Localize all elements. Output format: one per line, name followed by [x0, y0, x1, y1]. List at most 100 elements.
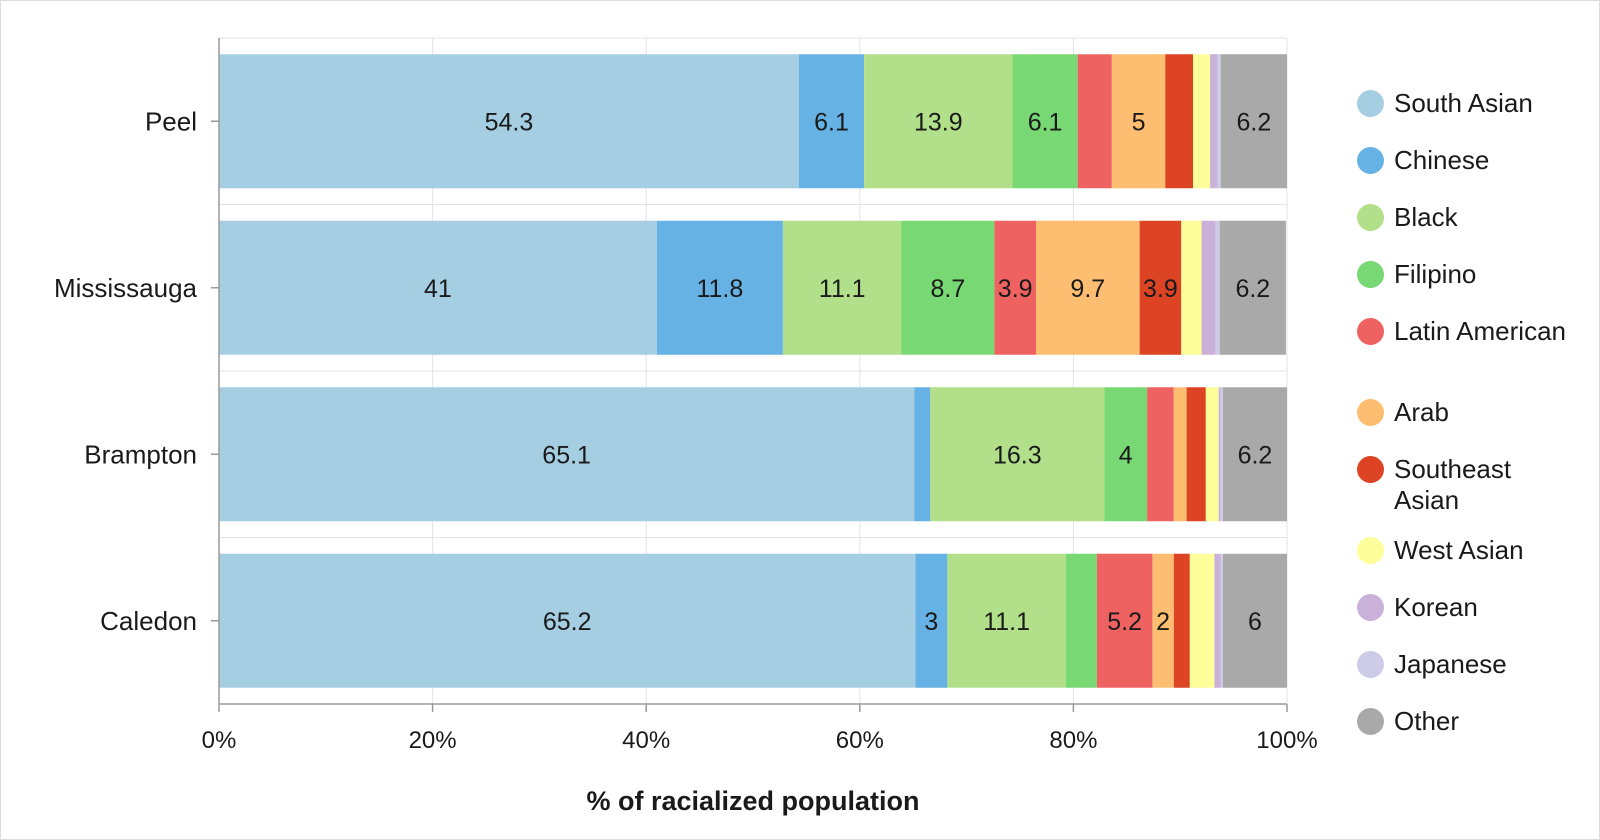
bar-segment	[1205, 387, 1219, 522]
bar-segment	[1201, 220, 1216, 355]
bar-segment	[219, 220, 657, 355]
bar-segment	[1036, 220, 1140, 355]
bar-segment	[1096, 553, 1153, 688]
bar-segment	[1111, 54, 1166, 189]
data-label: 11.1	[983, 608, 1030, 636]
legend-label: Latin American	[1394, 316, 1566, 346]
bar-segment	[1189, 553, 1215, 688]
legend-label: Filipino	[1394, 259, 1477, 289]
data-label: 16.3	[993, 441, 1042, 469]
legend-item: Filipino	[1357, 259, 1587, 316]
data-label: 9.7	[1070, 275, 1105, 303]
data-label: 6.1	[814, 108, 849, 136]
bar-segment	[947, 553, 1066, 688]
data-label: 6.2	[1237, 108, 1272, 136]
category-label: Brampton	[84, 439, 197, 469]
legend-swatch	[1357, 456, 1384, 483]
bar-segment	[1210, 54, 1218, 189]
data-label: 5	[1132, 108, 1146, 136]
data-label: 65.1	[542, 441, 591, 469]
legend-swatch	[1357, 147, 1384, 174]
data-label: 4	[1119, 441, 1133, 469]
data-label: 6.2	[1235, 275, 1270, 303]
legend-label: Japanese	[1394, 649, 1507, 679]
x-tick-label: 60%	[836, 727, 884, 754]
bar-segment	[1215, 220, 1220, 355]
legend-swatch	[1357, 651, 1384, 678]
bar-segment	[656, 220, 783, 355]
legend-swatch	[1357, 399, 1384, 426]
legend-label: Southeast Asian	[1394, 454, 1512, 515]
legend-swatch	[1357, 708, 1384, 735]
x-tick-label: 20%	[409, 727, 457, 754]
category-label: Peel	[145, 106, 197, 136]
legend-item: Korean	[1357, 592, 1587, 649]
bar-segment	[1065, 553, 1097, 688]
bar-segment	[1173, 553, 1190, 688]
bar-segment	[219, 387, 915, 522]
data-label: 5.2	[1107, 608, 1142, 636]
category-label: Caledon	[100, 606, 197, 636]
axis-layer: 0% 20% 40% 60% 80% 100% Peel Mississauga Brampto…	[54, 38, 1318, 754]
bar-segment	[915, 553, 948, 688]
data-label: 6.1	[1028, 108, 1063, 136]
category-label: Mississauga	[54, 273, 198, 303]
legend-label: Other	[1394, 706, 1460, 736]
bar-segment	[1193, 54, 1211, 189]
legend-swatch	[1357, 594, 1384, 621]
legend-item: Japanese	[1357, 649, 1587, 706]
data-label: 65.2	[543, 608, 592, 636]
bar-segment	[219, 553, 916, 688]
bar-segment	[1220, 387, 1223, 522]
legend: South Asian Chinese Black Filipino Latin Ame…	[1357, 88, 1587, 763]
bar-segment	[994, 220, 1037, 355]
legend-swatch	[1357, 90, 1384, 117]
data-label: 13.9	[914, 108, 963, 136]
legend-swatch	[1357, 537, 1384, 564]
legend-label: Korean	[1394, 592, 1478, 622]
legend-item: Latin American	[1357, 316, 1587, 397]
data-label: 11.1	[819, 275, 866, 303]
bar-segment	[1165, 54, 1194, 189]
bar-segment	[782, 220, 902, 355]
x-tick-label: 0%	[202, 727, 237, 754]
legend-item: Arab	[1357, 397, 1587, 454]
data-label: 2	[1156, 608, 1170, 636]
bar-segment	[1214, 553, 1221, 688]
bar-segment	[219, 54, 799, 189]
legend-item: West Asian	[1357, 535, 1587, 592]
legend-swatch	[1357, 204, 1384, 231]
bar-segment	[930, 387, 1105, 522]
bar-segment	[798, 54, 865, 189]
data-label: 6	[1248, 608, 1262, 636]
data-label: 3.9	[1143, 275, 1178, 303]
bar-segment	[1139, 220, 1182, 355]
data-label: 3	[924, 608, 938, 636]
bar-segment	[901, 220, 995, 355]
bar-segment	[1147, 387, 1174, 522]
legend-item: Chinese	[1357, 145, 1587, 202]
bar-segment	[1218, 387, 1221, 522]
legend-item: Other	[1357, 706, 1587, 763]
data-label: 3.9	[998, 275, 1033, 303]
bar-segment	[1220, 553, 1223, 688]
bar-segment	[1077, 54, 1112, 189]
data-label: 54.3	[485, 108, 534, 136]
legend-swatch	[1357, 261, 1384, 288]
legend-item: Black	[1357, 202, 1587, 259]
x-tick-label: 40%	[622, 727, 670, 754]
bar-segment	[914, 387, 931, 522]
bars-layer: 54.3 6.1 13.9 6.1 5 6.2 41 11.8 11.1 8.7 3.9 9.7 3.9…	[219, 54, 1287, 688]
bar-segment	[1104, 387, 1148, 522]
bar-segment	[1152, 553, 1174, 688]
x-axis-title: % of racialized population	[586, 786, 919, 816]
legend-label: Arab	[1394, 397, 1449, 427]
bar-segment	[1012, 54, 1078, 189]
bar-segment	[1186, 387, 1206, 522]
data-label: 11.8	[696, 275, 743, 303]
x-tick-label: 80%	[1049, 727, 1097, 754]
legend-label: Black	[1394, 202, 1458, 232]
bar-segment	[864, 54, 1013, 189]
bar-segment	[1220, 54, 1287, 189]
